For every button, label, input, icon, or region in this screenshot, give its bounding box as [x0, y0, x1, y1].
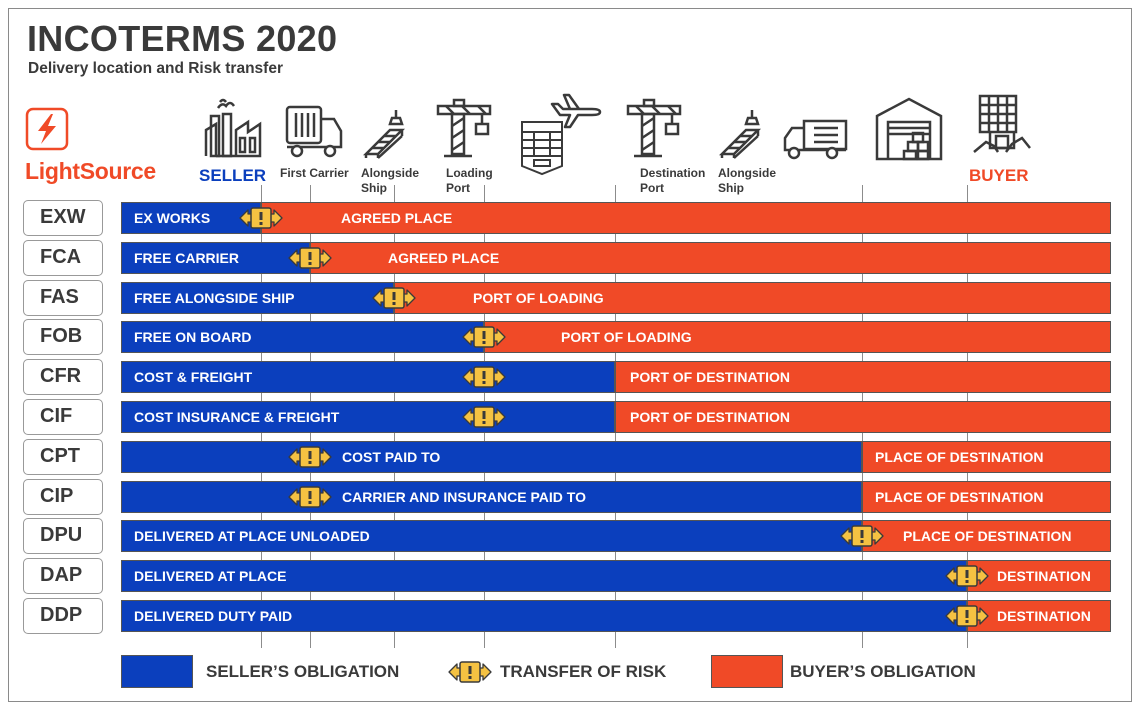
transfer-of-risk-icon [462, 405, 506, 429]
legend-seller-label: SELLER’S OBLIGATION [206, 662, 400, 681]
transfer-of-risk-icon [840, 524, 884, 548]
incoterm-code: CIP [23, 479, 103, 515]
airplane-icon [550, 93, 602, 129]
stage-destination-port-line2: Port [640, 181, 664, 195]
legend-buyer-swatch [711, 655, 783, 688]
buyer-obligation-bar [615, 361, 1111, 393]
buyer-obligation-bar [862, 481, 1111, 513]
buyer-obligation-label: PORT OF LOADING [561, 329, 692, 345]
truck-icon [285, 105, 343, 158]
seller-obligation-bar [121, 520, 862, 552]
buyer-obligation-label: PLACE OF DESTINATION [875, 489, 1044, 505]
brand-name: LightSource [25, 158, 156, 184]
legend-risk-label: TRANSFER OF RISK [500, 662, 667, 681]
stage-loading-port-line1: Loading [446, 166, 493, 180]
transfer-of-risk-icon [288, 445, 332, 469]
seller-obligation-bar [121, 361, 615, 393]
seller-obligation-bar [121, 481, 862, 513]
transfer-of-risk-icon [462, 325, 506, 349]
stage-alongside-ship-dest-line1: Alongside [718, 166, 777, 180]
cargo-ship-icon [521, 121, 563, 176]
seller-obligation-label: COST INSURANCE & FREIGHT [134, 409, 340, 425]
seller-label: SELLER [199, 166, 267, 185]
legend-risk-icon [448, 660, 492, 684]
seller-obligation-bar [121, 242, 310, 274]
incoterm-code: FCA [23, 240, 103, 276]
stage-first-carrier: First Carrier [280, 166, 349, 180]
transfer-of-risk-icon [945, 604, 989, 628]
transfer-of-risk-icon [239, 206, 283, 230]
seller-obligation-bar [121, 600, 967, 632]
seller-obligation-label: DELIVERED DUTY PAID [134, 608, 293, 624]
stage-alongside-ship-line2: Ship [361, 181, 387, 195]
legend-seller-swatch [121, 655, 193, 688]
transfer-of-risk-icon [288, 246, 332, 270]
transfer-of-risk-icon [945, 564, 989, 588]
incoterm-code: FOB [23, 319, 103, 355]
incoterm-code: DDP [23, 598, 103, 634]
seller-obligation-bar [121, 321, 484, 353]
transfer-of-risk-icon [288, 485, 332, 509]
buyer-obligation-bar [394, 282, 1111, 314]
buyer-obligation-bar [310, 242, 1111, 274]
incoterm-code: DPU [23, 518, 103, 554]
seller-obligation-bar [121, 282, 394, 314]
cargo-stack-icon [718, 110, 762, 159]
seller-obligation-label: COST PAID TO [342, 449, 441, 465]
buyer-obligation-label: PORT OF DESTINATION [630, 409, 790, 425]
transfer-of-risk-icon [462, 365, 506, 389]
buyer-obligation-bar [261, 202, 1111, 234]
stage-alongside-ship-line1: Alongside [361, 166, 420, 180]
buyer-obligation-label: AGREED PLACE [341, 210, 453, 226]
warehouse-icon [875, 97, 943, 161]
stage-alongside-ship-dest-line2: Ship [718, 181, 744, 195]
seller-obligation-bar [121, 441, 862, 473]
buyer-building-icon [973, 94, 1031, 153]
buyer-obligation-label: PLACE OF DESTINATION [903, 528, 1072, 544]
seller-obligation-label: FREE ON BOARD [134, 329, 252, 345]
stage-loading-port-line2: Port [446, 181, 470, 195]
buyer-obligation-label: DESTINATION [997, 608, 1091, 624]
buyer-obligation-label: PORT OF DESTINATION [630, 369, 790, 385]
seller-obligation-bar [121, 560, 967, 592]
buyer-obligation-label: PLACE OF DESTINATION [875, 449, 1044, 465]
factory-icon [204, 98, 262, 158]
buyer-label: BUYER [969, 166, 1029, 185]
stage-destination-port-line1: Destination [640, 166, 706, 180]
buyer-obligation-label: PORT OF LOADING [473, 290, 604, 306]
legend-buyer-label: BUYER’S OBLIGATION [790, 662, 976, 681]
buyer-obligation-bar [862, 520, 1111, 552]
incoterm-code: FAS [23, 280, 103, 316]
transfer-of-risk-icon [372, 286, 416, 310]
seller-obligation-label: FREE ALONGSIDE SHIP [134, 290, 295, 306]
seller-obligation-label: DELIVERED AT PLACE [134, 568, 287, 584]
seller-obligation-bar [121, 202, 261, 234]
destination-crane-icon [626, 98, 682, 158]
seller-obligation-label: FREE CARRIER [134, 250, 240, 266]
seller-obligation-label: EX WORKS [134, 210, 211, 226]
page-title: INCOTERMS 2020 [27, 18, 338, 59]
cargo-stack-icon [362, 110, 406, 159]
loading-crane-icon [436, 98, 492, 158]
incoterm-code: DAP [23, 558, 103, 594]
incoterm-code: CPT [23, 439, 103, 475]
incoterm-code: EXW [23, 200, 103, 236]
buyer-obligation-bar [484, 321, 1111, 353]
seller-obligation-label: COST & FREIGHT [134, 369, 253, 385]
buyer-obligation-bar [967, 600, 1111, 632]
seller-obligation-label: DELIVERED AT PLACE UNLOADED [134, 528, 370, 544]
buyer-obligation-bar [967, 560, 1111, 592]
delivery-truck-icon [783, 119, 848, 160]
seller-obligation-bar [121, 401, 615, 433]
incoterm-code: CFR [23, 359, 103, 395]
buyer-obligation-bar [615, 401, 1111, 433]
lightning-logo-icon [25, 107, 69, 151]
seller-obligation-label: CARRIER AND INSURANCE PAID TO [342, 489, 586, 505]
buyer-obligation-label: AGREED PLACE [388, 250, 500, 266]
incoterm-code: CIF [23, 399, 103, 435]
buyer-obligation-label: DESTINATION [997, 568, 1091, 584]
page-subtitle: Delivery location and Risk transfer [28, 60, 283, 77]
buyer-obligation-bar [862, 441, 1111, 473]
